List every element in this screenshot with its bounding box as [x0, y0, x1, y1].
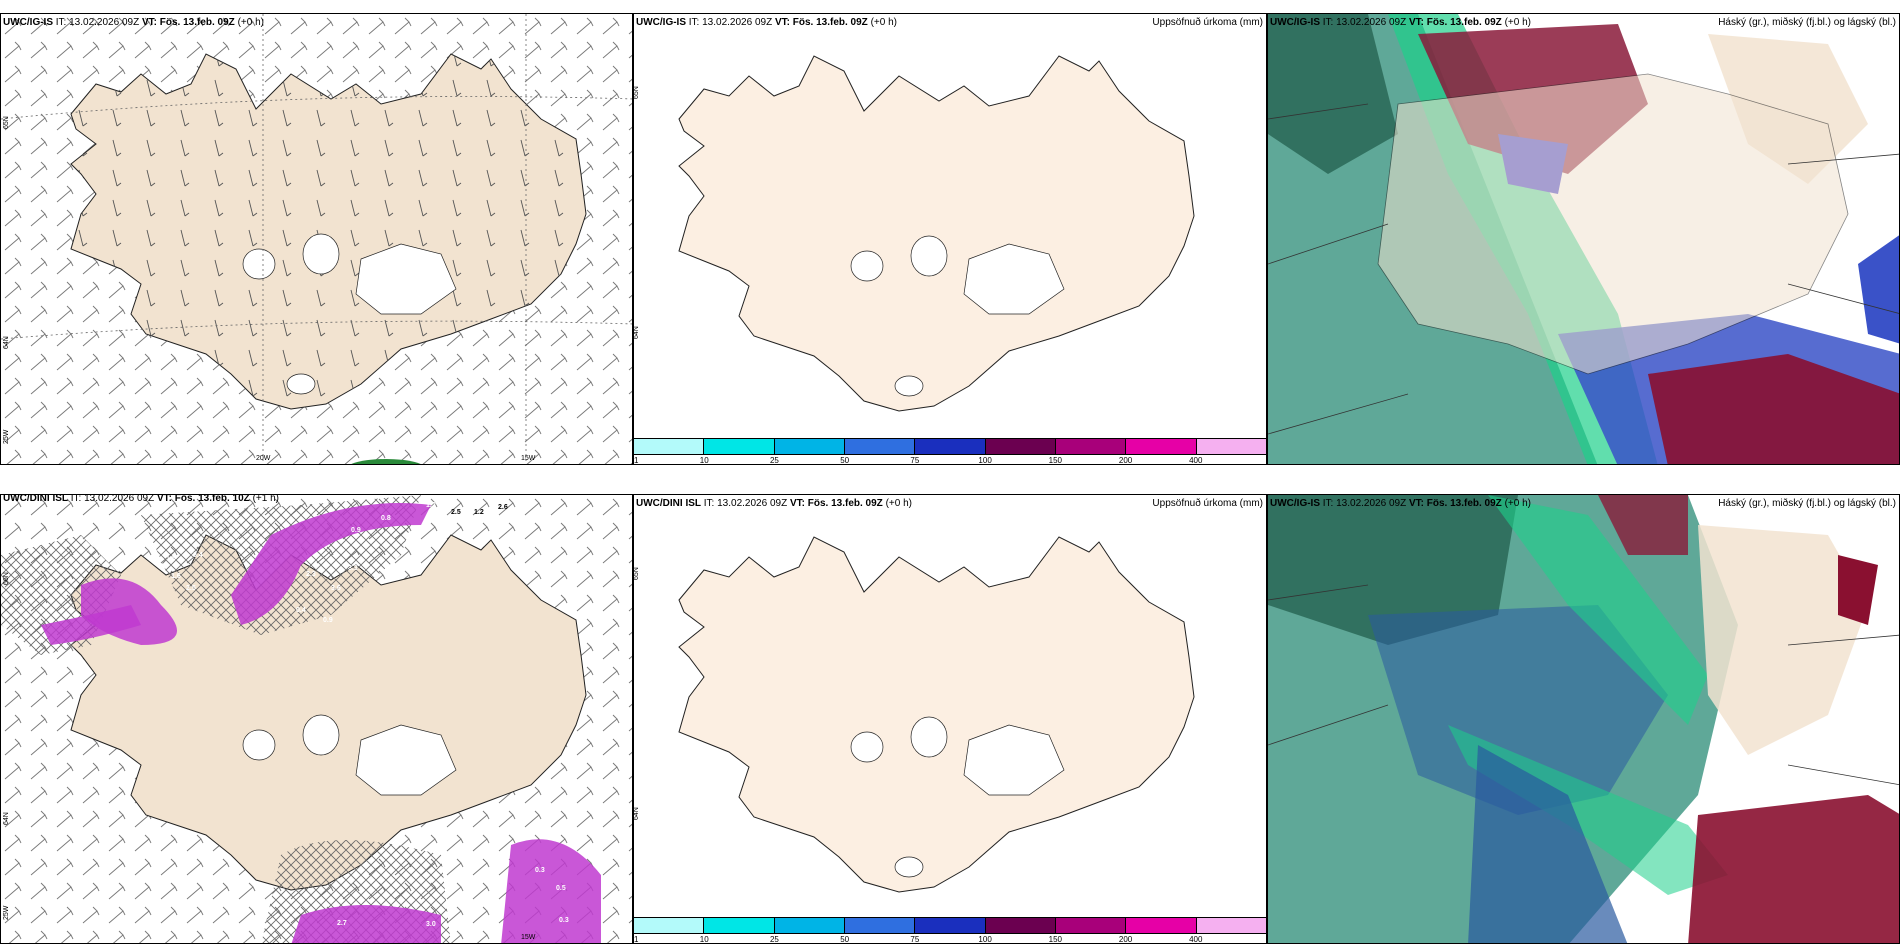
- legend-swatch: [915, 918, 986, 933]
- legend-label: 10: [699, 456, 709, 465]
- lat-label: 66N: [3, 572, 10, 585]
- panel-header: UWC/DINI ISL IT: 13.02.2026 09Z VT: Fös.…: [636, 498, 912, 509]
- map-panel-wind-bottom: UWC/DINI ISL IT: 13.02.2026 09Z VT: Fös.…: [0, 494, 633, 944]
- contour-label: 0.4: [193, 552, 203, 559]
- contour-label: 3.0: [426, 921, 436, 928]
- lon-label: 20W: [256, 455, 271, 462]
- precip-legend: 1 10 25 50 75 100 150 200 400: [634, 438, 1266, 464]
- contour-label: 0.9: [323, 617, 333, 624]
- cloud-map: [1268, 14, 1899, 464]
- legend-label: 400: [1189, 935, 1203, 944]
- legend-swatch: [1055, 439, 1127, 454]
- legend-swatch: [985, 918, 1056, 933]
- contour-label: 1.2: [474, 509, 484, 516]
- panel-title: Uppsöfnuð úrkoma (mm): [1152, 498, 1263, 509]
- legend-swatch: [774, 918, 845, 933]
- legend-label: 75: [910, 935, 920, 944]
- panel-header: UWC/IG-IS IT: 13.02.2026 09Z VT: Fös. 13…: [3, 17, 264, 28]
- legend-swatch: [704, 439, 775, 454]
- panel-header: UWC/IG-IS IT: 13.02.2026 09Z VT: Fös. 13…: [1270, 498, 1531, 509]
- legend-label: 10: [699, 935, 709, 944]
- legend-swatch: [774, 439, 845, 454]
- legend-label: 75: [910, 456, 920, 465]
- lat-label: 64N: [3, 336, 10, 349]
- map-panel-clouds-bottom: UWC/IG-IS IT: 13.02.2026 09Z VT: Fös. 13…: [1267, 494, 1900, 944]
- legend-label: 25: [769, 456, 779, 465]
- legend-label: 1: [634, 456, 639, 465]
- contour-label: 3.3: [348, 565, 358, 572]
- map-panel-precip-bottom: UWC/DINI ISL IT: 13.02.2026 09Z VT: Fös.…: [633, 494, 1267, 944]
- legend-swatch: [1126, 439, 1197, 454]
- legend-swatch: [844, 918, 916, 933]
- contour-label: 1.2: [426, 502, 436, 509]
- legend-swatch: [1055, 918, 1127, 933]
- legend-swatch: [1126, 918, 1197, 933]
- lon-label: 15W: [521, 455, 536, 462]
- panel-header: UWC/IG-IS IT: 13.02.2026 09Z VT: Fös. 13…: [1270, 17, 1531, 28]
- legend-label: 150: [1048, 456, 1063, 465]
- panel-title: Háský (gr.), miðský (fj.bl.) og lágský (…: [1718, 17, 1896, 28]
- map-panel-wind-top: UWC/IG-IS IT: 13.02.2026 09Z VT: Fös. 13…: [0, 13, 633, 465]
- legend-label: 200: [1118, 456, 1133, 465]
- contour-label: 2.5: [186, 585, 196, 592]
- contour-label: 0.4: [296, 607, 306, 614]
- panel-title: Uppsöfnuð úrkoma (mm): [1152, 17, 1263, 28]
- legend-label: 400: [1189, 456, 1203, 465]
- panel-header: UWC/DINI ISL IT: 13.02.2026 09Z VT: Fös.…: [3, 494, 279, 504]
- contour-label: 1.6: [171, 573, 181, 580]
- lat-label: 64N: [633, 326, 640, 339]
- legend-label: 200: [1118, 935, 1133, 944]
- legend-label: 150: [1048, 935, 1063, 944]
- lon-label: 15W: [521, 934, 536, 941]
- legend-label: 50: [840, 456, 850, 465]
- contour-label: 0.3: [559, 917, 569, 924]
- panel-header: UWC/IG-IS IT: 13.02.2026 09Z VT: Fös. 13…: [636, 17, 897, 28]
- panel-title: Háský (gr.), miðský (fj.bl.) og lágský (…: [1718, 498, 1896, 509]
- lat-label: 25W: [3, 429, 10, 444]
- contour-label: 0.8: [381, 515, 391, 522]
- lat-label: 25W: [3, 905, 10, 920]
- lat-label: 65N: [3, 116, 10, 129]
- contour-label: 3.6: [331, 585, 341, 592]
- lat-label: 65N: [633, 567, 640, 580]
- legend-swatch: [634, 918, 705, 933]
- cloud-map: [1268, 495, 1899, 943]
- contour-label: 2.5: [451, 509, 461, 516]
- contour-label: 1.8: [166, 555, 176, 562]
- iceland-map: [1, 14, 632, 464]
- legend-swatch: [844, 439, 916, 454]
- iceland-map: [678, 55, 1195, 412]
- lat-label: 64N: [3, 812, 10, 825]
- legend-swatch: [915, 439, 986, 454]
- contour-label: 2.6: [498, 504, 508, 511]
- legend-label: 25: [769, 935, 779, 944]
- lat-label: 64N: [633, 807, 640, 820]
- lat-label: 65N: [633, 86, 640, 99]
- iceland-map: [1, 495, 632, 943]
- map-panel-precip-top: UWC/IG-IS IT: 13.02.2026 09Z VT: Fös. 13…: [633, 13, 1267, 465]
- legend-swatch: [704, 918, 775, 933]
- legend-swatch: [985, 439, 1056, 454]
- legend-swatch: [634, 439, 705, 454]
- legend-label: 100: [978, 456, 992, 465]
- contour-label: 2.3: [306, 571, 316, 578]
- legend-label: 100: [978, 935, 992, 944]
- precip-legend: 1 10 25 50 75 100 150 200 400: [634, 917, 1266, 943]
- contour-label: 2.7: [337, 920, 347, 927]
- legend-label: 50: [840, 935, 850, 944]
- legend-swatch: [1196, 439, 1266, 454]
- contour-label: 0.5: [556, 885, 566, 892]
- legend-label: 1: [634, 935, 639, 944]
- contour-label: 0.9: [351, 527, 361, 534]
- map-panel-clouds-top: UWC/IG-IS IT: 13.02.2026 09Z VT: Fös. 13…: [1267, 13, 1900, 465]
- iceland-map: [678, 536, 1195, 893]
- contour-label: 0.3: [535, 867, 545, 874]
- legend-swatch: [1196, 918, 1266, 933]
